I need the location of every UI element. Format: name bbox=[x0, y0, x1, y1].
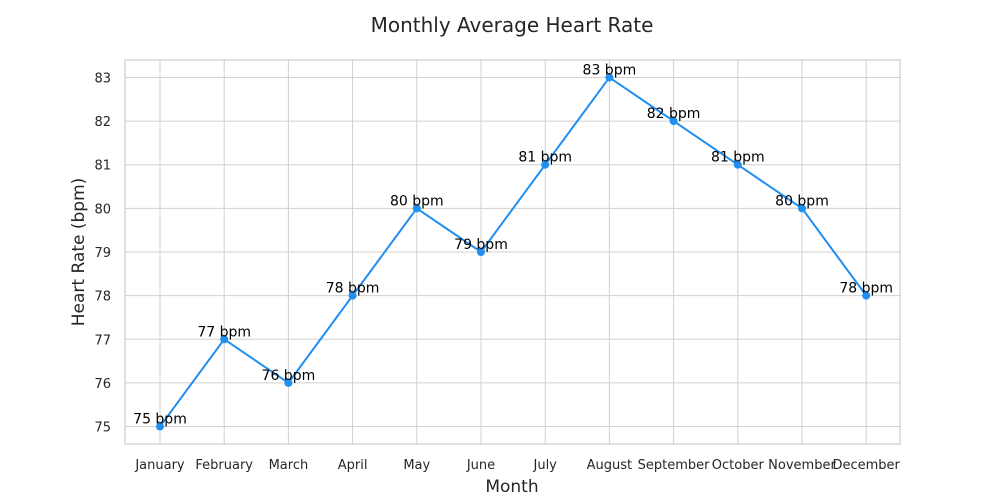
x-tick-label: February bbox=[195, 458, 253, 473]
grid bbox=[125, 60, 900, 444]
y-tick-label: 76 bbox=[94, 377, 111, 392]
y-tick-label: 79 bbox=[94, 246, 111, 261]
x-tick-label: October bbox=[712, 458, 765, 473]
data-label: 78 bpm bbox=[839, 281, 893, 297]
x-tick-label: September bbox=[638, 458, 711, 473]
data-label: 81 bpm bbox=[711, 150, 765, 166]
x-tick-label: January bbox=[134, 458, 185, 473]
chart-title: Monthly Average Heart Rate bbox=[371, 13, 654, 37]
data-label: 78 bpm bbox=[326, 281, 380, 297]
x-axis-label: Month bbox=[485, 477, 538, 497]
x-tick-label: December bbox=[832, 458, 900, 473]
data-label: 76 bpm bbox=[262, 368, 316, 384]
x-tick-label: June bbox=[466, 458, 495, 473]
x-tick-label: May bbox=[403, 458, 430, 473]
x-tick-label: August bbox=[587, 458, 633, 473]
x-axis: January February March April May June July Augu… bbox=[134, 458, 900, 473]
data-label: 77 bpm bbox=[197, 324, 251, 340]
y-tick-label: 78 bbox=[94, 290, 111, 305]
data-label: 83 bpm bbox=[583, 62, 637, 78]
y-tick-label: 80 bbox=[94, 202, 111, 217]
y-tick-label: 81 bbox=[94, 159, 111, 174]
data-label: 82 bpm bbox=[647, 106, 701, 122]
y-axis: 75 76 77 78 79 80 81 82 83 bbox=[94, 71, 111, 435]
x-tick-label: November bbox=[768, 458, 836, 473]
data-label: 80 bpm bbox=[390, 193, 444, 209]
y-tick-label: 83 bbox=[94, 71, 111, 86]
data-label: 79 bpm bbox=[454, 237, 508, 253]
data-label: 81 bpm bbox=[518, 150, 572, 166]
y-tick-label: 77 bbox=[94, 333, 111, 348]
y-tick-label: 75 bbox=[94, 421, 111, 436]
data-labels: 75 bpm 77 bpm 76 bpm 78 bpm 80 bpm 79 bpm 81 b… bbox=[133, 62, 893, 427]
data-label: 80 bpm bbox=[775, 193, 829, 209]
x-tick-label: March bbox=[269, 458, 309, 473]
x-tick-label: July bbox=[533, 458, 558, 473]
y-tick-label: 82 bbox=[94, 115, 111, 130]
x-tick-label: April bbox=[338, 458, 368, 473]
y-axis-label: Heart Rate (bpm) bbox=[69, 178, 89, 327]
data-label: 75 bpm bbox=[133, 412, 187, 428]
